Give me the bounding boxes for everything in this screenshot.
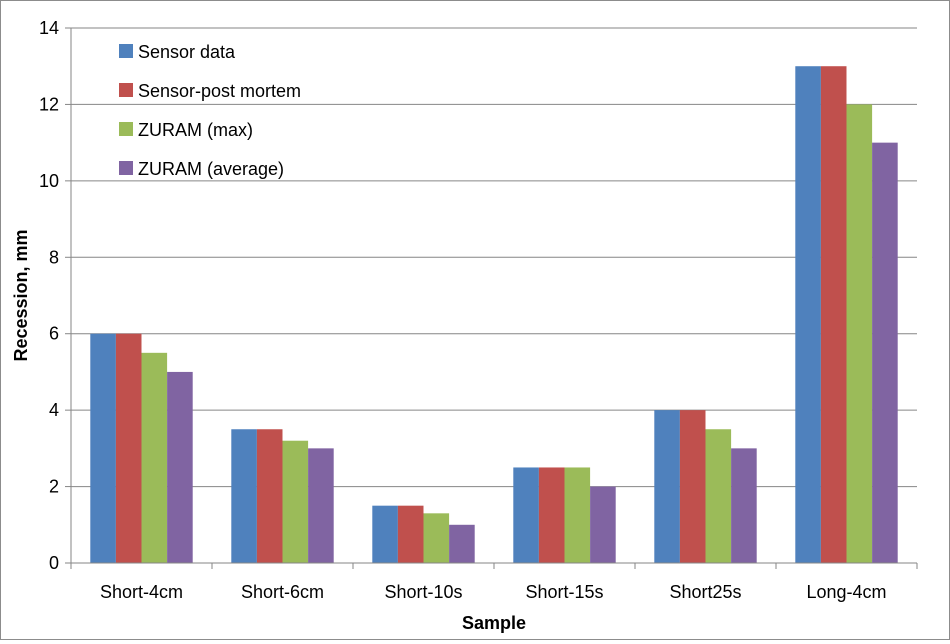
- bar: [256, 429, 283, 563]
- bar: [115, 333, 142, 563]
- bars: [90, 66, 898, 563]
- bar: [167, 371, 193, 563]
- x-axis-title: Sample: [462, 613, 526, 633]
- legend-swatch: [119, 161, 133, 175]
- bar: [872, 142, 898, 563]
- legend-label: ZURAM (average): [138, 159, 284, 179]
- gridlines: [71, 27, 917, 488]
- y-tick-label: 10: [39, 171, 59, 191]
- bar: [654, 410, 680, 563]
- x-tick-label: Short-15s: [525, 582, 603, 602]
- bar: [731, 448, 757, 563]
- x-tick-label: Short-10s: [384, 582, 462, 602]
- legend-swatch: [119, 83, 133, 97]
- x-tick-label: Short-6cm: [241, 582, 324, 602]
- x-tick-label: Short25s: [669, 582, 741, 602]
- y-tick-label: 8: [49, 247, 59, 267]
- y-tick-label: 14: [39, 18, 59, 38]
- y-axis-title: Recession, mm: [11, 229, 31, 361]
- y-tick-labels: 0 2 4 6 8 10 12 14: [39, 18, 59, 573]
- legend-swatch: [119, 44, 133, 58]
- axes: [65, 27, 918, 569]
- bar: [705, 429, 732, 563]
- bar: [820, 66, 847, 563]
- legend-label: Sensor data: [138, 42, 236, 62]
- bar: [282, 440, 309, 563]
- bar: [538, 467, 565, 563]
- bar: [590, 486, 616, 563]
- legend-label: ZURAM (max): [138, 120, 253, 140]
- legend-swatch: [119, 122, 133, 136]
- bar: [846, 104, 873, 563]
- bar: [397, 505, 424, 563]
- legend-label: Sensor-post mortem: [138, 81, 301, 101]
- y-tick-label: 4: [49, 400, 59, 420]
- bar: [513, 467, 539, 563]
- x-tick-labels: Short-4cm Short-6cm Short-10s Short-15s Shor…: [100, 582, 887, 602]
- bar: [372, 505, 398, 563]
- y-tick-label: 0: [49, 553, 59, 573]
- bar: [795, 66, 821, 563]
- bar: [679, 410, 706, 563]
- bar: [564, 467, 591, 563]
- bar: [449, 524, 475, 563]
- y-tick-label: 6: [49, 324, 59, 344]
- x-tick-label: Short-4cm: [100, 582, 183, 602]
- bar: [90, 333, 116, 563]
- y-tick-label: 12: [39, 94, 59, 114]
- y-tick-label: 2: [49, 477, 59, 497]
- bar: [308, 448, 334, 563]
- bar: [141, 352, 168, 563]
- legend: Sensor data Sensor-post mortem ZURAM (max)…: [119, 42, 301, 179]
- x-tick-label: Long-4cm: [806, 582, 886, 602]
- bar: [231, 429, 257, 563]
- bar: [423, 513, 450, 563]
